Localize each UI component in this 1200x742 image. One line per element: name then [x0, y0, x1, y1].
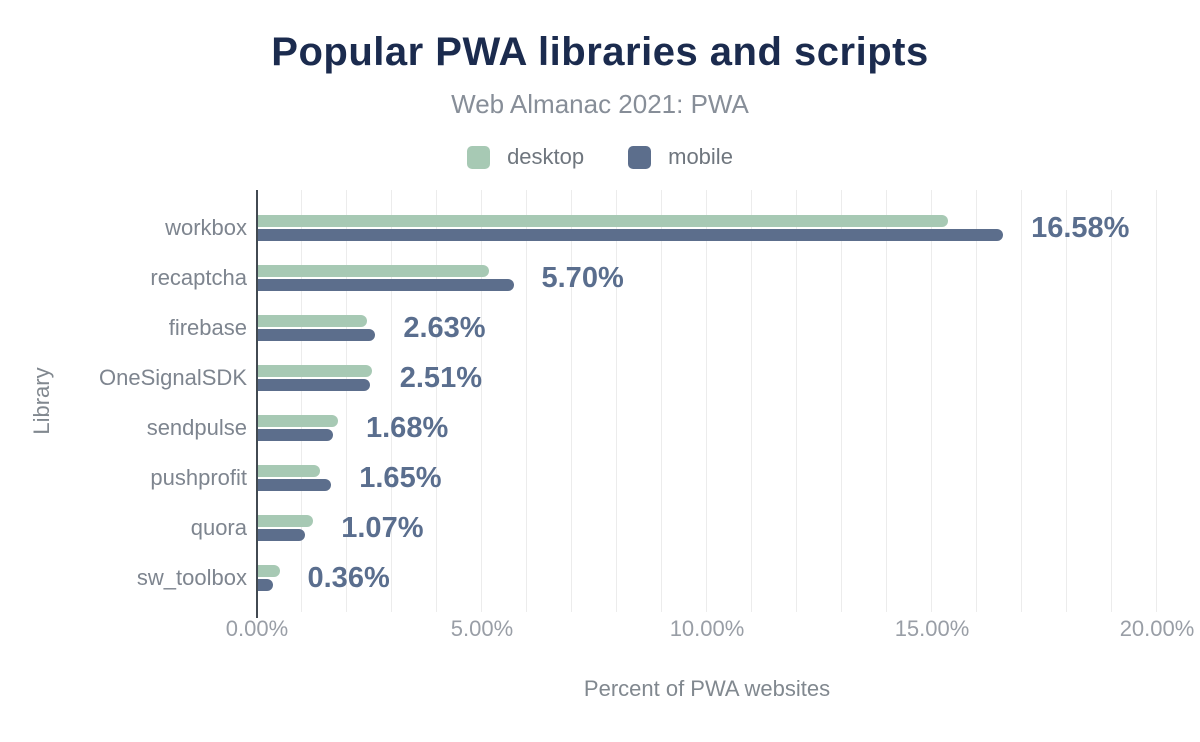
- legend-swatch-mobile: [628, 145, 652, 169]
- data-label-OneSignalSDK: 2.51%: [399, 362, 482, 394]
- y-axis-label-recaptcha: recaptcha: [150, 265, 247, 290]
- data-label-sw_toolbox: 0.36%: [307, 562, 390, 594]
- bar-desktop-workbox: [257, 215, 948, 227]
- gridline: [1111, 190, 1112, 612]
- y-axis-label-sw_toolbox: sw_toolbox: [136, 565, 247, 590]
- y-axis-label-sendpulse: sendpulse: [146, 415, 247, 440]
- bar-mobile-pushprofit: [257, 479, 332, 491]
- gridline: [796, 190, 797, 612]
- plot-area: [257, 190, 1157, 612]
- legend-label-desktop: desktop: [507, 144, 585, 169]
- gridline: [1156, 190, 1157, 612]
- bar-mobile-recaptcha: [257, 279, 514, 291]
- gridline: [391, 190, 392, 612]
- legend-item-desktop: desktop: [467, 144, 584, 170]
- x-tick-label-15: 15.00%: [894, 616, 970, 641]
- x-tick-label-10: 10.00%: [669, 616, 745, 641]
- data-label-workbox: 16.58%: [1031, 212, 1130, 244]
- legend-swatch-desktop: [467, 145, 491, 169]
- x-tick-label-5: 5.00%: [450, 616, 514, 641]
- gridline: [571, 190, 572, 612]
- gridline: [976, 190, 977, 612]
- legend: desktop mobile: [0, 143, 1200, 171]
- y-axis-label-pushprofit: pushprofit: [150, 465, 247, 490]
- gridline: [931, 190, 932, 612]
- gridline: [481, 190, 482, 612]
- data-label-pushprofit: 1.65%: [359, 462, 442, 494]
- gridline: [346, 190, 347, 612]
- bar-desktop-sw_toolbox: [257, 565, 280, 577]
- gridline: [616, 190, 617, 612]
- gridline: [751, 190, 752, 612]
- legend-label-mobile: mobile: [668, 144, 733, 169]
- data-label-quora: 1.07%: [341, 512, 424, 544]
- data-label-firebase: 2.63%: [403, 312, 486, 344]
- bar-mobile-quora: [257, 529, 306, 541]
- chart-subtitle: Web Almanac 2021: PWA: [451, 89, 749, 119]
- gridline: [301, 190, 302, 612]
- x-axis-title: Percent of PWA websites: [583, 676, 831, 701]
- bar-mobile-workbox: [257, 229, 1004, 241]
- bar-mobile-sw_toolbox: [257, 579, 274, 591]
- bar-desktop-quora: [257, 515, 314, 527]
- y-axis-label-workbox: workbox: [165, 215, 247, 240]
- x-axis-zero-tick: [256, 612, 258, 618]
- data-label-sendpulse: 1.68%: [366, 412, 449, 444]
- gridline: [706, 190, 707, 612]
- bar-desktop-pushprofit: [257, 465, 320, 477]
- y-axis-label-OneSignalSDK: OneSignalSDK: [99, 365, 247, 390]
- bar-desktop-OneSignalSDK: [257, 365, 372, 377]
- x-tick-label-20: 20.00%: [1119, 616, 1195, 641]
- gridline: [526, 190, 527, 612]
- x-tick-label-0: 0.00%: [225, 616, 289, 641]
- data-label-recaptcha: 5.70%: [541, 262, 624, 294]
- bar-desktop-sendpulse: [257, 415, 338, 427]
- bar-mobile-firebase: [257, 329, 376, 341]
- y-axis-label-quora: quora: [190, 515, 247, 540]
- gridline: [886, 190, 887, 612]
- gridline: [1021, 190, 1022, 612]
- gridline: [661, 190, 662, 612]
- y-axis-label-firebase: firebase: [168, 315, 247, 340]
- chart-title: Popular PWA libraries and scripts: [271, 30, 929, 74]
- y-axis-line: [256, 190, 258, 612]
- gridline: [1066, 190, 1067, 612]
- gridline: [436, 190, 437, 612]
- bar-mobile-OneSignalSDK: [257, 379, 370, 391]
- bar-desktop-recaptcha: [257, 265, 489, 277]
- gridline: [841, 190, 842, 612]
- legend-item-mobile: mobile: [628, 144, 733, 170]
- bar-desktop-firebase: [257, 315, 368, 327]
- bar-mobile-sendpulse: [257, 429, 333, 441]
